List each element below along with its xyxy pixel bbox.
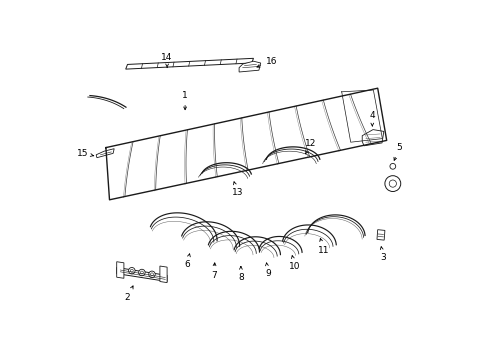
Text: 16: 16 <box>256 57 277 67</box>
Text: 13: 13 <box>231 182 243 197</box>
Text: 8: 8 <box>238 266 244 282</box>
Polygon shape <box>362 130 383 146</box>
Circle shape <box>384 176 400 192</box>
Text: 5: 5 <box>393 143 401 160</box>
Polygon shape <box>96 149 114 158</box>
Polygon shape <box>160 266 167 283</box>
Circle shape <box>128 267 135 274</box>
Polygon shape <box>117 267 167 282</box>
Text: 10: 10 <box>288 256 300 271</box>
Polygon shape <box>117 262 123 278</box>
Text: 6: 6 <box>183 254 190 269</box>
Polygon shape <box>376 230 384 240</box>
Circle shape <box>148 271 155 278</box>
Text: 11: 11 <box>317 238 329 255</box>
Text: 4: 4 <box>369 111 374 126</box>
Text: 3: 3 <box>380 247 385 262</box>
Polygon shape <box>125 58 253 69</box>
Text: 12: 12 <box>305 139 316 154</box>
Text: 2: 2 <box>124 286 133 302</box>
Circle shape <box>139 269 145 276</box>
Text: 1: 1 <box>182 91 187 110</box>
Polygon shape <box>239 61 260 72</box>
Text: 9: 9 <box>264 263 270 278</box>
Text: 14: 14 <box>161 53 172 68</box>
Circle shape <box>389 163 395 169</box>
Text: 7: 7 <box>211 263 216 280</box>
Text: 15: 15 <box>77 149 94 158</box>
